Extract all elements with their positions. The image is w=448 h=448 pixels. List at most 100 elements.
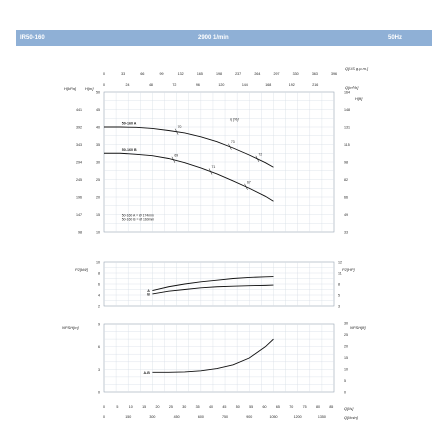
head-ft-tick-label: 148 (344, 108, 350, 112)
npsh-ft-tick-label: 10 (344, 367, 348, 371)
power-kw-tick-label: 6 (98, 283, 100, 287)
lmin-axis-label: Q[l/min] (344, 415, 359, 420)
head-kpa-tick-label: 196 (76, 196, 82, 200)
npsh-m-tick-label: 9 (98, 323, 100, 327)
head-kpa-tick-label: 392 (76, 126, 82, 130)
power-curve-b (152, 284, 274, 295)
efficiency-tick (228, 143, 232, 150)
efficiency-mark-label: 73 (231, 140, 235, 144)
head-kpa-tick-label: 98 (78, 231, 82, 235)
usgpm-tick-label: 297 (274, 72, 280, 76)
npsh-m-tick-label: 3 (98, 368, 100, 372)
ls-tick-label: 0 (103, 405, 105, 409)
power-hp-tick-label: 8 (338, 283, 340, 287)
impeller-diameter-note: 50-160 B = Ø 160mm (122, 217, 155, 221)
head-m-tick-label: 25 (96, 178, 100, 182)
ls-tick-label: 10 (129, 405, 133, 409)
lmin-tick-label: 300 (149, 415, 155, 419)
head-m-tick-label: 30 (96, 161, 100, 165)
ls-tick-label: 35 (196, 405, 200, 409)
efficiency-mark-label: 67 (247, 180, 251, 184)
ls-tick-label: 45 (222, 405, 226, 409)
npsh-ft-tick-label: 20 (344, 344, 348, 348)
usgpm-tick-label: 66 (140, 72, 144, 76)
head-curve-label: 50-160 A (122, 122, 137, 126)
head-ft-axis-label: H[ft] (355, 96, 363, 101)
npsh-curve-label: A-B (144, 371, 151, 375)
power-kw-tick-label: 2 (98, 305, 100, 309)
npsh-curve (152, 338, 274, 373)
m3h-tick-label: 192 (289, 83, 295, 87)
power-curve-label: B (147, 292, 150, 296)
head-m-tick-label: 35 (96, 143, 100, 147)
efficiency-mark-label: 71 (212, 165, 216, 169)
usgpm-axis-label: Q[US g.p.m.] (345, 66, 369, 71)
m3h-axis-label: Q[m³/h] (345, 85, 359, 90)
power-kw-tick-label: 10 (96, 261, 100, 265)
lmin-tick-label: 1050 (269, 415, 277, 419)
head-ft-tick-label: 164 (344, 91, 350, 95)
ls-tick-label: 75 (303, 405, 307, 409)
frequency-label: 50Hz (388, 35, 403, 41)
ls-axis-label: Q[l/s] (344, 406, 354, 411)
power-kw-tick-label: 8 (98, 272, 100, 276)
npsh-grid-frame (103, 323, 335, 393)
lmin-tick-label: 600 (198, 415, 204, 419)
power-curve-a (152, 276, 274, 292)
usgpm-tick-label: 198 (216, 72, 222, 76)
usgpm-tick-label: 33 (121, 72, 125, 76)
efficiency-mark-label: 69 (174, 153, 178, 157)
head-ft-tick-label: 49 (344, 213, 348, 217)
ls-tick-label: 60 (262, 405, 266, 409)
head-ft-tick-label: 98 (344, 161, 348, 165)
efficiency-mark-label: 70 (178, 125, 182, 129)
lmin-tick-label: 150 (125, 415, 131, 419)
usgpm-tick-label: 363 (312, 72, 318, 76)
head-kpa-tick-label: 294 (76, 161, 82, 165)
head-kpa-tick-label: 343 (76, 143, 82, 147)
ls-tick-label: 65 (276, 405, 280, 409)
usgpm-tick-label: 396 (331, 72, 337, 76)
lmin-tick-label: 450 (174, 415, 180, 419)
npsh-m-axis-label: NPSH[m] (62, 325, 80, 330)
ls-tick-label: 25 (169, 405, 173, 409)
head-ft-tick-label: 115 (344, 143, 350, 147)
usgpm-tick-label: 0 (103, 72, 105, 76)
efficiency-axis-label: η [%] (230, 118, 240, 122)
head-m-tick-label: 20 (96, 196, 100, 200)
head-m-tick-label: 40 (96, 126, 100, 130)
m3h-tick-label: 48 (149, 83, 153, 87)
speed-label: 2900 1/min (198, 35, 229, 41)
head-kpa-tick-label: 441 (76, 108, 82, 112)
efficiency-tick (244, 183, 248, 190)
lmin-tick-label: 1350 (318, 415, 326, 419)
npsh-ft-axis-label: NPSH[ft] (350, 325, 366, 330)
head-m-tick-label: 10 (96, 231, 100, 235)
npsh-m-tick-label: 0 (98, 391, 100, 395)
head-kpa-tick-label: 147 (76, 213, 82, 217)
ls-tick-label: 5 (116, 405, 118, 409)
npsh-ft-tick-label: 30 (344, 321, 348, 325)
m3h-tick-label: 0 (103, 83, 105, 87)
head-kpa-tick-label: 245 (76, 178, 82, 182)
power-hp-tick-label: 12 (338, 261, 342, 265)
head-m-tick-label: 45 (96, 108, 100, 112)
m3h-tick-label: 72 (172, 83, 176, 87)
npsh-m-tick-label: 6 (98, 345, 100, 349)
m3h-tick-label: 168 (265, 83, 271, 87)
efficiency-tick (171, 156, 176, 163)
power-hp-tick-label: 5 (338, 294, 340, 298)
head-curve-a (104, 126, 274, 168)
head-m-tick-label: 50 (96, 91, 100, 95)
head-curve-b (104, 152, 274, 202)
power-hp-tick-label: 11 (338, 272, 342, 276)
usgpm-tick-label: 99 (160, 72, 164, 76)
head-m-axis-label: H[m] (85, 86, 94, 91)
usgpm-tick-label: 237 (235, 72, 241, 76)
efficiency-tick (255, 155, 260, 162)
ls-tick-label: 40 (209, 405, 213, 409)
ls-tick-label: 15 (142, 405, 146, 409)
impeller-diameter-note: 50-160 A = Ø 174mm (122, 213, 154, 217)
power-curve-label: A (147, 289, 150, 293)
lmin-tick-label: 900 (246, 415, 252, 419)
